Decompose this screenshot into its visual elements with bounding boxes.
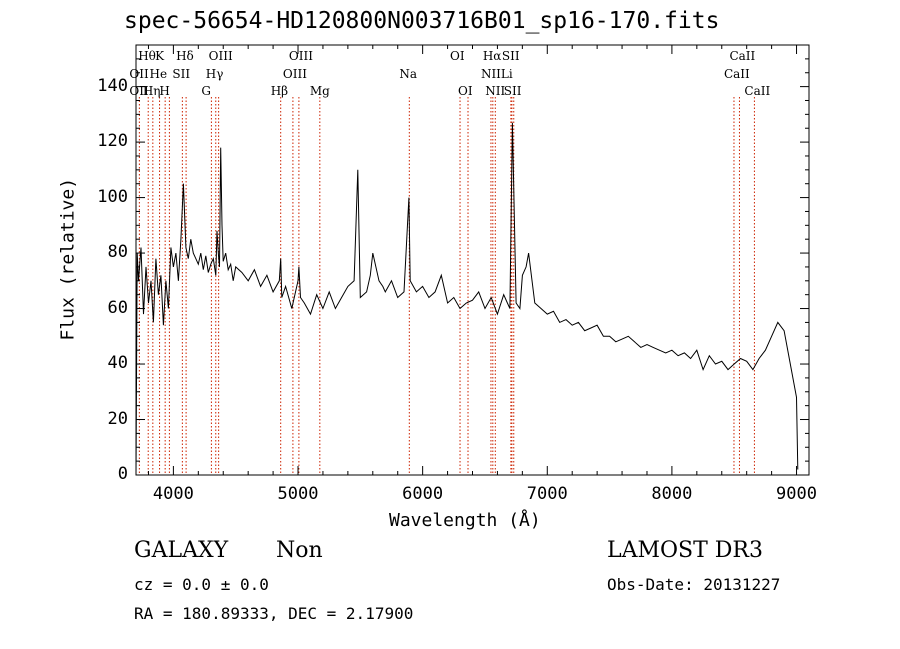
line-label: NII xyxy=(480,67,501,81)
line-label: Li xyxy=(500,67,513,81)
line-label: Hδ xyxy=(176,49,194,63)
line-label: H xyxy=(159,84,170,98)
x-axis-label: Wavelength (Å) xyxy=(389,510,541,531)
x-tick-label: 5000 xyxy=(277,484,319,504)
line-label: Na xyxy=(399,67,417,81)
line-label: SII xyxy=(503,84,522,98)
redshift-readout: cz = 0.0 ± 0.0 xyxy=(134,575,269,594)
line-label: NII xyxy=(485,84,506,98)
line-label: OIII xyxy=(288,49,313,63)
y-tick-label: 40 xyxy=(107,353,128,374)
line-label: Hβ xyxy=(270,84,289,98)
y-axis-label: Flux (relative) xyxy=(57,177,79,341)
y-tick-label: 60 xyxy=(107,297,128,318)
line-label: OI xyxy=(450,49,465,63)
y-tick-label: 0 xyxy=(117,464,128,484)
line-label: CaII xyxy=(744,84,771,98)
survey-name: LAMOST DR3 xyxy=(607,538,763,563)
spectrum-line xyxy=(135,122,799,476)
y-tick-label: 120 xyxy=(97,131,128,152)
line-label: G xyxy=(201,84,211,98)
x-tick-label: 7000 xyxy=(526,484,568,504)
line-label: OIII xyxy=(282,67,307,81)
radec-readout: RA = 180.89333, DEC = 2.17900 xyxy=(134,604,414,623)
y-tick-label: 100 xyxy=(97,186,128,207)
line-label: OIII xyxy=(208,49,233,63)
x-tick-label: 4000 xyxy=(152,484,194,504)
object-subclass: Non xyxy=(276,538,323,563)
line-label: Hη xyxy=(142,84,161,98)
emission-line-markers xyxy=(138,97,755,475)
line-label: SII xyxy=(172,67,191,81)
y-tick-label: 20 xyxy=(107,408,128,429)
x-tick-label: 6000 xyxy=(402,484,444,504)
x-tick-label: 8000 xyxy=(651,484,693,504)
line-label: SII xyxy=(501,49,520,63)
y-tick-label: 140 xyxy=(97,75,128,96)
line-label: Hα xyxy=(482,49,502,63)
line-label: CaII xyxy=(723,67,750,81)
line-label: Hθ xyxy=(138,49,156,63)
line-label: He xyxy=(149,67,168,81)
line-label: Hγ xyxy=(205,67,224,81)
line-label: CaII xyxy=(729,49,756,63)
line-label: Mg xyxy=(309,84,330,98)
axis-ticks xyxy=(136,45,809,476)
y-tick-label: 80 xyxy=(107,242,128,263)
line-label: OII xyxy=(129,67,149,81)
obs-date: Obs-Date: 20131227 xyxy=(607,575,781,594)
line-label: OII xyxy=(129,84,149,98)
x-tick-label: 9000 xyxy=(776,484,817,504)
line-label: K xyxy=(155,49,165,63)
chart-title: spec-56654-HD120800N003716B01_sp16-170.f… xyxy=(124,8,720,34)
object-class: GALAXY xyxy=(134,538,229,563)
plot-frame xyxy=(135,44,810,476)
line-label: OI xyxy=(458,84,473,98)
